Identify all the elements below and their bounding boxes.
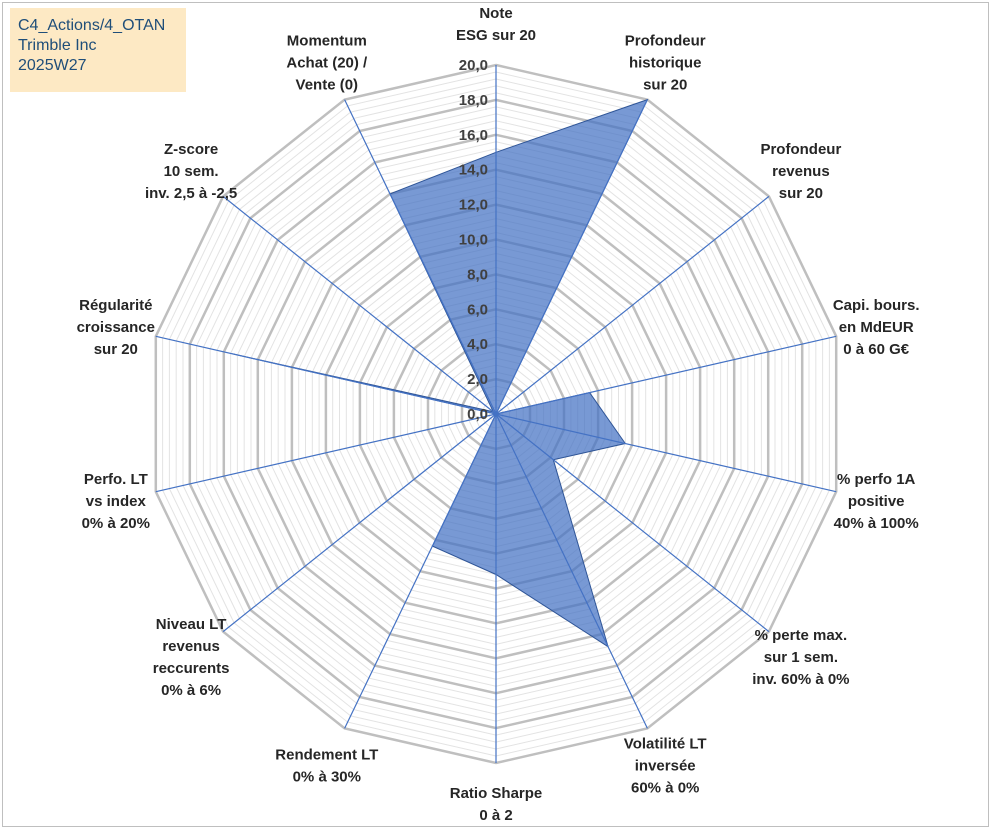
chart-title-box: C4_Actions/4_OTAN Trimble Inc 2025W27	[10, 8, 186, 92]
radar-spokes	[155, 65, 837, 763]
axis-label-line: 0% à 6%	[161, 682, 221, 699]
axis-label-line: croissance	[77, 319, 155, 336]
axis-label: Z-score 10 sem. inv. 2,5 à -2,5	[145, 141, 237, 202]
axis-label-line: % perfo 1A	[837, 471, 916, 488]
spoke-line	[495, 99, 648, 415]
axis-label-line: ESG sur 20	[456, 27, 536, 44]
axis-label-line: Profondeur	[625, 33, 706, 50]
axis-label-line: revenus	[162, 638, 220, 655]
axis-label-line: en MdEUR	[839, 319, 914, 336]
tick-label: 18,0	[459, 92, 488, 109]
axis-label-line: positive	[848, 493, 905, 510]
axis-label: Volatilité LT inversée 60% à 0%	[624, 735, 707, 796]
spoke-line	[495, 195, 770, 415]
axis-label: Ratio Sharpe 0 à 2	[450, 785, 543, 824]
tick-label: 0,0	[467, 406, 488, 423]
spoke-line	[344, 413, 497, 729]
axis-label-line: Achat (20) /	[286, 55, 368, 72]
axis-label-line: Vente (0)	[296, 77, 359, 94]
axis-label: Perfo. LT vs index 0% à 20%	[82, 471, 150, 532]
axis-label: Profondeur historique sur 20	[625, 33, 706, 94]
axis-label-line: Momentum	[287, 33, 367, 50]
tick-label: 6,0	[467, 301, 488, 318]
spoke-line	[222, 413, 497, 633]
spoke-line	[222, 195, 497, 415]
axis-label-line: Note	[479, 5, 512, 22]
tick-label: 4,0	[467, 336, 488, 353]
axis-label-line: Volatilité LT	[624, 735, 707, 752]
axis-label: Rendement LT 0% à 30%	[275, 746, 378, 785]
tick-label: 8,0	[467, 266, 488, 283]
axis-label-line: inv. 60% à 0%	[752, 671, 849, 688]
axis-label: Momentum Achat (20) / Vente (0)	[286, 33, 368, 94]
tick-label: 12,0	[459, 197, 488, 214]
axis-label: Niveau LT revenus reccurents 0% à 6%	[153, 616, 230, 699]
portfolio-name: C4_Actions/4_OTAN	[18, 17, 166, 34]
axis-label-line: Capi. bours.	[833, 297, 920, 314]
radial-tick-labels: 0,0 2,0 4,0 6,0 8,0 10,0 12,0 14,0 16,0 18,0 20,0	[459, 57, 488, 423]
axis-label-line: inv. 2,5 à -2,5	[145, 185, 237, 202]
spoke-line	[495, 335, 837, 415]
axis-label-line: vs index	[86, 493, 147, 510]
spoke-line	[344, 99, 497, 415]
axis-label: % perfo 1A positive 40% à 100%	[834, 471, 919, 532]
axis-label-line: 60% à 0%	[631, 779, 699, 796]
axis-label-line: Profondeur	[760, 141, 841, 158]
axis-label-line: Rendement LT	[275, 746, 378, 763]
tick-label: 10,0	[459, 232, 488, 249]
axis-label: % perte max. sur 1 sem. inv. 60% à 0%	[752, 627, 849, 688]
spoke-line	[495, 413, 837, 493]
axis-label-line: 40% à 100%	[834, 515, 919, 532]
spoke-line	[155, 335, 497, 415]
tick-label: 2,0	[467, 371, 488, 388]
axis-label-line: sur 20	[643, 77, 687, 94]
axis-label-line: sur 20	[779, 185, 823, 202]
axis-label-line: sur 1 sem.	[764, 649, 838, 666]
axis-label-line: reccurents	[153, 660, 230, 677]
axis-label: Profondeur revenus sur 20	[760, 141, 841, 202]
axis-label-line: 0 à 60 G€	[843, 341, 910, 358]
axis-label-line: Régularité	[79, 297, 152, 314]
spoke-line	[155, 413, 497, 493]
tick-label: 14,0	[459, 162, 488, 179]
axis-label-line: Perfo. LT	[84, 471, 148, 488]
axis-label-line: Ratio Sharpe	[450, 785, 543, 802]
axis-label-line: 0% à 20%	[82, 515, 150, 532]
week-code: 2025W27	[18, 57, 87, 74]
axis-label: Capi. bours. en MdEUR 0 à 60 G€	[833, 297, 920, 358]
spoke-line	[495, 413, 770, 633]
axis-label-line: % perte max.	[755, 627, 848, 644]
axis-label-line: inversée	[635, 757, 696, 774]
axis-label-line: revenus	[772, 163, 830, 180]
spoke-line	[495, 413, 648, 729]
axis-label-line: sur 20	[94, 341, 138, 358]
axis-labels: Note ESG sur 20 Profondeur historique sur 20…	[77, 5, 920, 824]
axis-label: Régularité croissance sur 20	[77, 297, 155, 358]
axis-label-line: Niveau LT	[156, 616, 227, 633]
axis-label: Note ESG sur 20	[456, 5, 536, 44]
company-name: Trimble Inc	[18, 37, 97, 54]
axis-label-line: Z-score	[164, 141, 218, 158]
axis-label-line: historique	[629, 55, 702, 72]
axis-label-line: 10 sem.	[164, 163, 219, 180]
axis-label-line: 0 à 2	[479, 807, 512, 824]
axis-label-line: 0% à 30%	[293, 768, 361, 785]
tick-label: 16,0	[459, 127, 488, 144]
tick-label: 20,0	[459, 57, 488, 74]
